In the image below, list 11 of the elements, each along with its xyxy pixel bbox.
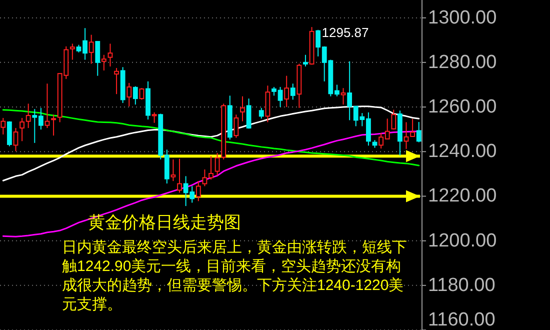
annotation: 日内黄金最终空头后来居上，黄金由涨转跌，短线下触1242.90美元一线，目前来看，空头趋势还没有构成很大的趋势，但需要警惕。下方关注1240-1220美元支撑。 bbox=[62, 239, 407, 313]
annotation: 1295.87 bbox=[322, 25, 369, 40]
y-tick-label: 1220.00 bbox=[428, 186, 497, 207]
y-tick-label: 1180.00 bbox=[428, 274, 496, 296]
y-tick-label: 1200.00 bbox=[428, 230, 497, 252]
y-tick-label: 1260.00 bbox=[428, 96, 497, 118]
y-tick-label: 1240.00 bbox=[428, 141, 497, 162]
y-tick-label: 1300.00 bbox=[428, 7, 497, 28]
y-tick-label: 1160.00 bbox=[428, 310, 496, 330]
title: 黄金价格日线走势图 bbox=[88, 213, 241, 232]
y-tick-label: 1280.00 bbox=[428, 52, 497, 73]
